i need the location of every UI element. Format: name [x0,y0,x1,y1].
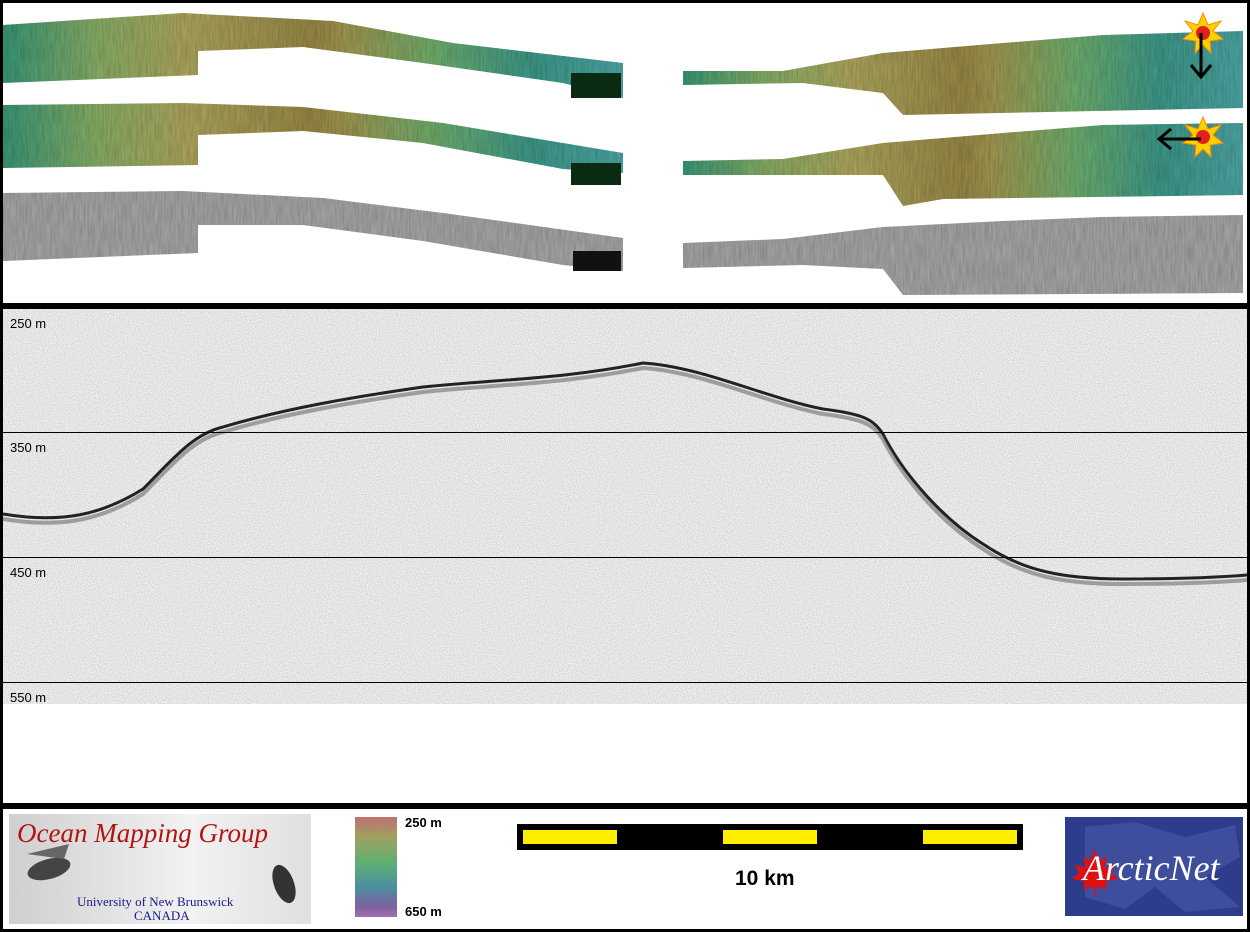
subbottom-profile-panel: 250 m 350 m 450 m 550 m [3,309,1247,803]
seafloor-reflector [3,361,1247,581]
colorbar-top-label: 250 m [405,815,442,830]
depth-colorbar [355,817,397,917]
omg-university: University of New Brunswick [77,894,234,909]
scale-bar [517,824,1023,850]
footer-panel: Ocean Mapping Group University of New Br… [3,809,1247,929]
scale-bar-label: 10 km [735,867,795,890]
sonar-fish-icon [27,844,296,904]
arrow-down-icon [1189,33,1213,80]
depth-gridline [3,682,1247,683]
depth-label-350: 350 m [10,440,47,455]
depth-label-450: 450 m [10,565,47,580]
backscatter-strip [3,191,1243,295]
arcticnet-logo: ArcticNet [1065,817,1243,916]
omg-title: Ocean Mapping Group [17,818,268,848]
bathymetry-strip-east-light [3,103,1243,206]
arcticnet-text: ArcticNet [1083,848,1220,888]
noisy-patch [571,73,621,98]
bathymetry-strip-north-light [3,13,1243,115]
arrow-left-icon [1156,127,1201,151]
depth-gridline [3,432,1247,433]
profile-noise-blocks [3,309,1247,704]
depth-label-550: 550 m [10,690,47,705]
swath-map-panel [3,3,1247,303]
colorbar-bottom-label: 650 m [405,904,442,919]
ocean-mapping-group-logo: Ocean Mapping Group University of New Br… [9,814,311,924]
omg-country: CANADA [134,908,190,923]
depth-gridline [3,557,1247,558]
noisy-patch [571,163,621,185]
maple-leaf-icon [1071,850,1119,898]
swath-map-svg [3,11,1243,295]
profile-svg [3,309,1247,704]
depth-label-250: 250 m [10,316,47,331]
